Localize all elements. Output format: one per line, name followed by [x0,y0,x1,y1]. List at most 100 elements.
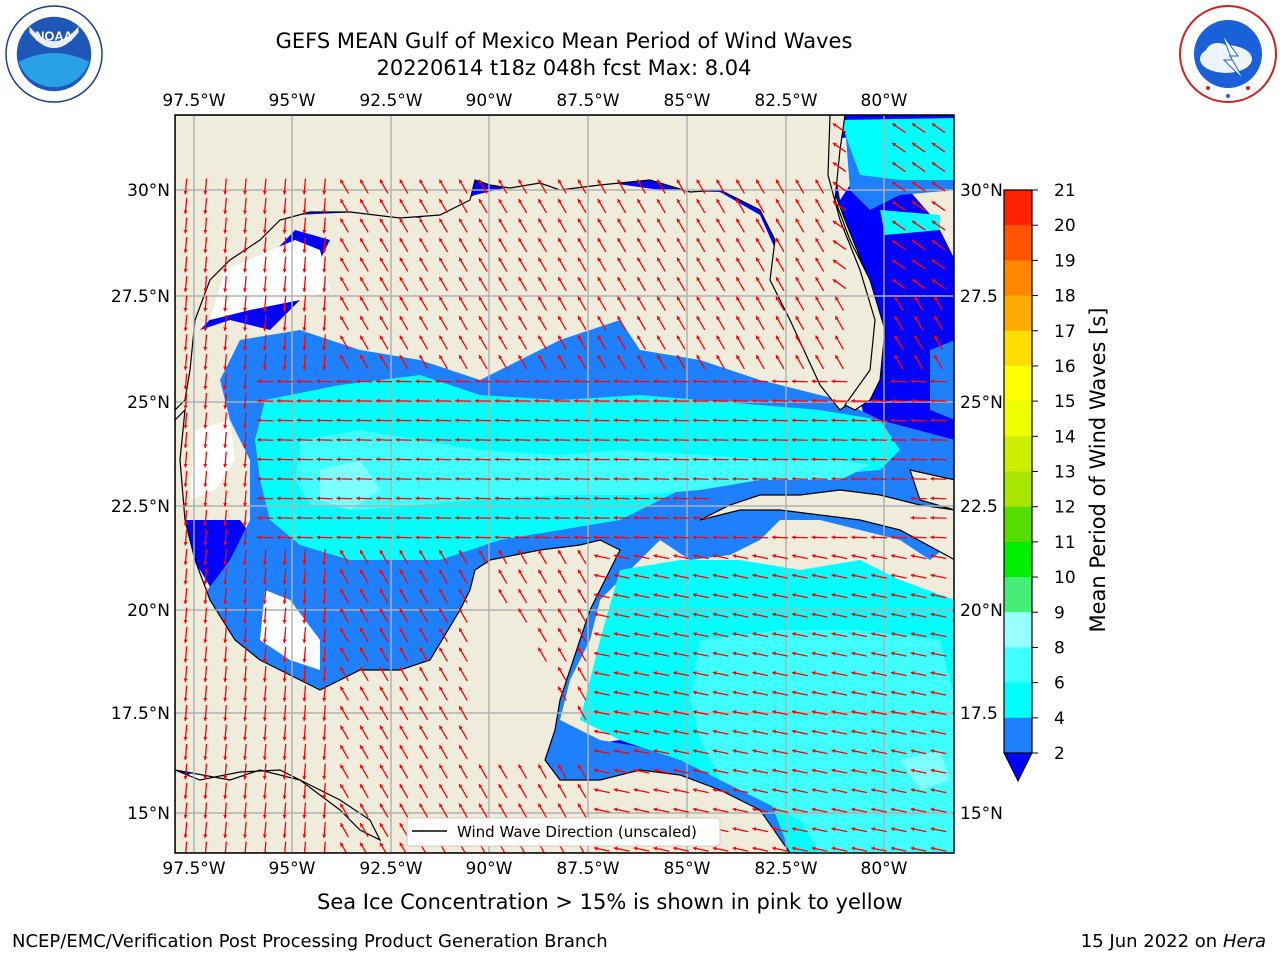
wind-wave-arrow [322,821,327,839]
lat-label: 17.5°N [111,704,170,724]
wind-wave-arrow [302,821,307,839]
wind-wave-arrow [518,335,528,350]
lon-label: 87.5°W [556,859,619,879]
wind-wave-arrow [183,334,188,351]
wind-wave-arrow [771,418,789,423]
wind-wave-arrow [712,710,729,716]
wind-wave-arrow [752,554,769,560]
wind-wave-arrow [223,626,228,644]
wind-wave-arrow [673,651,689,657]
wind-wave-arrow [613,690,630,696]
wind-wave-arrow [302,782,307,800]
wind-wave-arrow [183,763,188,780]
wind-wave-arrow [395,437,412,442]
lat-labels-right: 30°N 27.5 25°N 22.5 20°N 17.5 15°N [960,181,1003,824]
wind-wave-arrow [831,573,848,579]
wind-wave-arrow [223,763,228,780]
wind-wave-arrow [755,237,765,253]
wind-wave-arrow [617,198,627,214]
wind-wave-arrow [375,515,393,520]
wind-wave-arrow [933,354,943,370]
wind-wave-arrow [514,398,531,403]
wind-wave-arrow [593,729,610,735]
wind-wave-arrow [910,418,927,423]
wind-wave-arrow [617,354,627,370]
wind-wave-arrow [478,276,488,292]
wind-wave-arrow [399,608,409,623]
wind-wave-arrow [438,549,448,565]
wind-wave-arrow [732,612,749,618]
wind-wave-arrow [458,179,468,194]
wind-wave-arrow [597,296,607,311]
wind-wave-arrow [557,179,567,194]
wind-wave-arrow [399,257,409,272]
wind-wave-arrow [223,509,228,527]
wind-wave-arrow [692,593,709,599]
wind-wave-arrow [262,821,267,839]
wind-wave-arrow [930,398,947,403]
lon-label: 97.5°W [162,91,225,111]
wind-wave-arrow [282,665,287,683]
colorbar-segment [1004,577,1032,613]
wind-wave-arrow [755,315,765,331]
wind-wave-arrow [244,841,247,853]
wind-wave-arrow [302,685,307,702]
lat-label: 17.5 [960,704,998,724]
wind-wave-arrow [395,535,412,540]
bahamas-land [909,469,954,511]
wind-wave-arrow [336,515,353,520]
wind-wave-arrow [613,846,630,852]
wind-wave-arrow [732,632,749,638]
wind-wave-arrow [772,846,788,852]
wind-wave-arrow [183,607,188,624]
wind-wave-arrow [557,198,567,214]
wind-wave-arrow [257,515,274,520]
wind-wave-arrow [931,220,946,231]
wind-wave-arrow [811,690,828,696]
wind-wave-arrow [930,593,947,599]
wind-wave-arrow [339,179,349,194]
wind-wave-arrow [890,651,907,657]
wind-wave-arrow [242,470,248,488]
wind-wave-arrow [653,379,670,384]
lon-label: 82.5°W [754,91,817,111]
wind-wave-arrow [458,237,468,253]
wind-wave-arrow [557,354,567,370]
wind-wave-arrow [478,783,488,799]
wind-wave-arrow [203,314,208,332]
wind-wave-arrow [359,315,369,331]
wind-wave-arrow [653,671,670,677]
wind-wave-arrow [399,354,409,370]
wind-wave-arrow [257,476,274,481]
wind-wave-arrow [791,632,808,638]
wind-wave-arrow [458,315,468,331]
colorbar-segment [1004,330,1032,367]
wind-wave-arrow [514,535,531,540]
wind-wave-arrow [223,646,228,663]
lon-label: 90°W [466,91,513,111]
colorbar-segment [1004,225,1032,261]
wind-wave-arrow [302,236,307,254]
wind-wave-arrow [613,535,630,540]
wind-wave-arrow [755,218,765,233]
wind-wave-arrow [871,671,887,677]
wind-wave-arrow [276,457,294,462]
wind-wave-arrow [811,379,828,384]
wind-wave-arrow [395,379,412,384]
colorbar-extend-arrow [1003,752,1033,783]
wind-wave-arrow [438,588,448,604]
wind-wave-arrow [811,651,828,657]
wind-wave-arrow [831,749,848,755]
wind-wave-arrow [676,198,686,214]
wind-wave-arrow [359,276,369,292]
wind-wave-arrow [419,608,429,623]
wind-wave-arrow [322,236,327,254]
wind-wave-arrow [832,161,847,173]
wind-wave-arrow [593,671,610,677]
wind-wave-arrow [322,178,327,195]
wind-wave-arrow [282,743,287,761]
wind-wave-arrow [322,295,327,312]
wind-wave-arrow [262,217,267,234]
wind-wave-arrow [811,612,828,618]
wind-wave-arrow [732,457,749,462]
